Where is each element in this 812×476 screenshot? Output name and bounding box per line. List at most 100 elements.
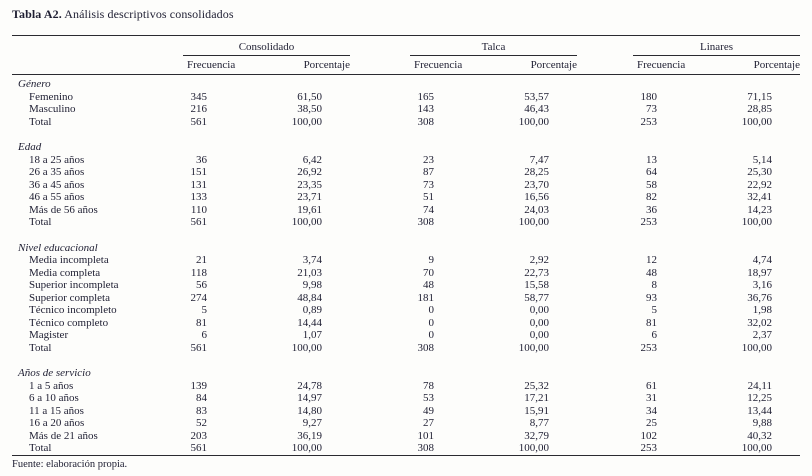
percentage-value: 2,92 — [529, 254, 549, 266]
row-label: 46 a 55 años — [29, 191, 85, 203]
row-label: 26 a 35 años — [29, 166, 85, 178]
frequency-value: 561 — [190, 216, 208, 228]
frequency-value: 56 — [196, 279, 207, 291]
row-label: Magister — [29, 329, 69, 341]
percentage-value: 28,25 — [524, 166, 549, 178]
column-gap — [577, 55, 633, 75]
table-row: Más de 21 años 203 36,19 101 32,79 102 40,32 — [12, 430, 800, 443]
column-gap — [577, 430, 633, 443]
percentage-value: 23,70 — [524, 178, 549, 191]
percentage-value: 48,84 — [297, 291, 322, 304]
column-gap — [350, 91, 410, 104]
frequency-value: 131 — [190, 178, 208, 191]
table-body: Género Femenino 345 61,50 165 53,57 180 71,15 Ma… — [12, 75, 800, 456]
column-gap — [350, 267, 410, 280]
frequency-value: 73 — [646, 103, 657, 115]
frequency-value: 253 — [640, 216, 658, 228]
frequency-value: 21 — [196, 254, 207, 266]
row-label: Superior incompleta — [29, 279, 119, 291]
percentage-value: 61,50 — [297, 90, 322, 103]
table-row: Técnico completo 81 14,44 0 0,00 81 32,02 — [12, 317, 800, 330]
frequency-value: 6 — [201, 329, 208, 341]
section-label: Género — [18, 78, 51, 90]
table-row: Masculino 216 38,50 143 46,43 73 28,85 — [12, 103, 800, 116]
frequency-value: 13 — [646, 153, 657, 166]
percentage-value: 7,47 — [529, 153, 549, 166]
table-caption: Análisis descriptivos consolidados — [61, 7, 234, 21]
subheader-frecuencia-linares: Frecuencia — [633, 55, 713, 75]
frequency-value: 36 — [196, 153, 207, 166]
percentage-value: 21,03 — [297, 266, 322, 279]
frequency-value: 0 — [428, 304, 435, 316]
column-gap — [350, 116, 410, 129]
table-row: 1 a 5 años 139 24,78 78 25,32 61 24,11 — [12, 380, 800, 393]
frequency-value: 93 — [646, 291, 657, 304]
percentage-value: 100,00 — [741, 115, 773, 128]
percentage-value: 14,97 — [297, 392, 322, 404]
frequency-value: 52 — [196, 417, 207, 429]
subheader-porcentaje-talca: Porcentaje — [490, 55, 577, 75]
frequency-value: 81 — [646, 316, 657, 329]
frequency-value: 253 — [640, 115, 658, 128]
table-number: Tabla A2. — [12, 7, 62, 21]
column-gap — [350, 254, 410, 267]
group-header-row: Consolidado Talca Linares — [12, 35, 801, 56]
percentage-value: 100,00 — [518, 442, 549, 454]
percentage-value: 8,77 — [529, 417, 549, 429]
column-gap — [577, 342, 633, 355]
table-row: Total 561 100,00 308 100,00 253 100,00 — [12, 442, 800, 455]
frequency-value: 274 — [190, 291, 208, 304]
column-gap — [577, 304, 633, 317]
percentage-value: 15,58 — [524, 279, 549, 291]
column-gap — [350, 204, 410, 217]
percentage-value: 25,32 — [524, 379, 549, 392]
percentage-value: 71,15 — [747, 90, 773, 103]
percentage-value: 5,14 — [752, 153, 773, 166]
table-row: Superior completa 274 48,84 181 58,77 93 36,76 — [12, 292, 800, 305]
row-label: 16 a 20 años — [29, 417, 85, 429]
frequency-value: 165 — [417, 90, 435, 103]
percentage-value: 36,19 — [297, 429, 322, 442]
table-row: Más de 56 años 110 19,61 74 24,03 36 14,23 — [12, 204, 800, 217]
frequency-value: 253 — [640, 341, 658, 354]
frequency-value: 74 — [423, 203, 434, 216]
frequency-value: 12 — [646, 254, 657, 266]
row-label: Media incompleta — [29, 254, 109, 266]
percentage-value: 28,85 — [747, 103, 773, 115]
table-row: 11 a 15 años 83 14,80 49 15,91 34 13,44 — [12, 405, 800, 418]
table-row: 46 a 55 años 133 23,71 51 16,56 82 32,41 — [12, 191, 800, 204]
column-gap — [577, 154, 633, 167]
frequency-value: 25 — [646, 417, 657, 429]
frequency-value: 27 — [423, 417, 434, 429]
table-row: Superior incompleta 56 9,98 48 15,58 8 3,16 — [12, 279, 800, 292]
column-gap — [577, 216, 633, 229]
percentage-value: 14,23 — [747, 203, 773, 216]
percentage-value: 22,73 — [524, 266, 549, 279]
row-label: Más de 56 años — [29, 203, 98, 216]
subheader-porcentaje-linares: Porcentaje — [713, 55, 801, 75]
subheader-frecuencia-consolidado: Frecuencia — [183, 55, 263, 75]
row-label: Técnico completo — [29, 316, 109, 329]
column-gap — [577, 191, 633, 204]
frequency-value: 143 — [417, 103, 435, 115]
percentage-value: 23,35 — [297, 178, 322, 191]
frequency-value: 308 — [417, 115, 435, 128]
frequency-value: 48 — [646, 266, 657, 279]
row-label: 36 a 45 años — [29, 178, 85, 191]
frequency-value: 561 — [190, 341, 208, 354]
row-label: 11 a 15 años — [29, 404, 84, 417]
section-label: Nivel educacional — [18, 241, 98, 254]
frequency-value: 0 — [428, 329, 435, 341]
frequency-value: 216 — [190, 103, 208, 115]
frequency-value: 101 — [417, 429, 435, 442]
column-gap — [577, 91, 633, 104]
frequency-value: 70 — [423, 266, 434, 279]
source-note: Fuente: elaboración propia. — [12, 458, 128, 470]
table-row: Técnico incompleto 5 0,89 0 0,00 5 1,98 — [12, 304, 800, 317]
group-header-linares: Linares — [633, 35, 801, 56]
section-header-row: Género — [12, 75, 800, 91]
row-label: Total — [29, 341, 52, 354]
row-label: Total — [29, 442, 52, 454]
percentage-value: 16,56 — [524, 191, 549, 203]
percentage-value: 24,03 — [524, 203, 549, 216]
